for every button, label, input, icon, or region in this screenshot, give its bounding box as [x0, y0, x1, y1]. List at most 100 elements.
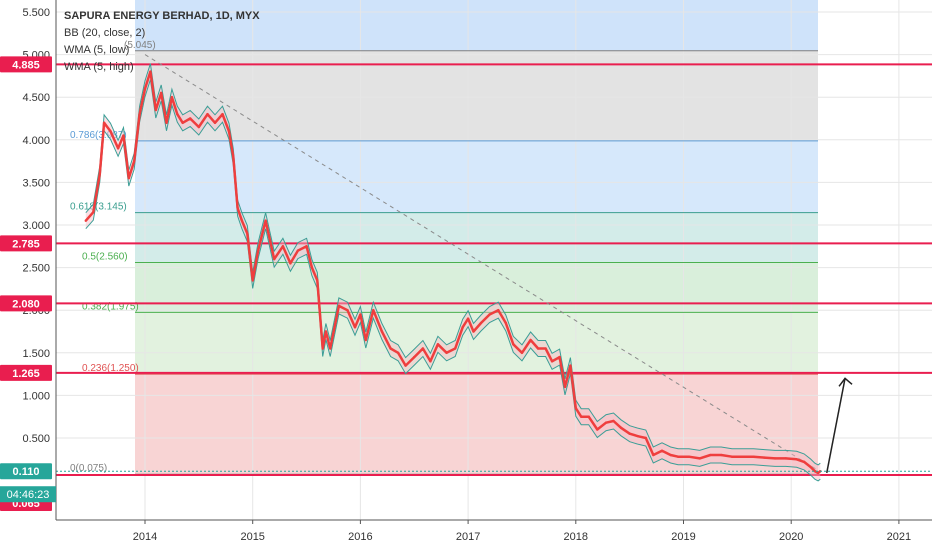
price-point — [236, 206, 239, 210]
price-point — [644, 436, 648, 440]
price-point — [84, 219, 87, 222]
price-point — [604, 421, 608, 424]
price-point — [479, 321, 483, 325]
price-point — [816, 471, 820, 475]
price-point — [795, 458, 798, 461]
price-tag-text-2: 2.080 — [12, 298, 40, 310]
price-point — [445, 351, 448, 354]
indicator-bb[interactable]: BB (20, close, 2) — [64, 27, 146, 39]
price-point — [372, 309, 375, 312]
price-point — [466, 317, 470, 320]
price-tag-3[interactable] — [0, 364, 52, 381]
projection-arrow[interactable] — [826, 378, 846, 474]
price-tag-0[interactable] — [0, 56, 52, 73]
countdown-text: 04:46:23 — [7, 489, 50, 501]
bb-lower — [85, 79, 821, 482]
x-tick-label: 2021 — [887, 531, 911, 543]
price-point — [246, 232, 249, 235]
price-point — [154, 108, 157, 112]
price-point — [676, 455, 680, 458]
price-point — [324, 330, 328, 333]
price-point — [579, 415, 583, 418]
price-point — [165, 121, 168, 124]
price-tag-text-3: 1.265 — [12, 368, 40, 380]
price-point — [698, 457, 701, 460]
price-point — [337, 304, 341, 308]
x-tick-label: 2018 — [564, 531, 588, 543]
price-point — [364, 338, 367, 342]
price-point — [176, 113, 179, 116]
price-tag-text-4: 0.110 — [13, 466, 40, 478]
price-point — [396, 351, 400, 354]
price-point — [109, 130, 112, 133]
fib-label-1: 0.786(3.987) — [70, 130, 127, 141]
y-tick-label: 3.000 — [22, 220, 50, 232]
price-tag-text-1: 2.785 — [12, 238, 40, 250]
fib-zone-0-236 — [135, 312, 818, 375]
price-point — [763, 456, 766, 459]
price-point — [389, 347, 392, 350]
y-tick-label: 3.500 — [22, 177, 50, 189]
price-point — [809, 465, 812, 469]
indicator-wma-high[interactable]: WMA (5, high) — [64, 61, 134, 73]
price-point — [138, 113, 141, 116]
price-point — [122, 134, 125, 137]
price-point — [472, 330, 475, 333]
price-point — [264, 219, 267, 222]
price-point — [669, 453, 672, 457]
price-point — [197, 125, 201, 129]
price-point — [213, 121, 217, 124]
price-point — [461, 326, 464, 329]
price-point — [206, 113, 209, 116]
price-point — [773, 457, 777, 460]
price-point — [813, 470, 817, 473]
bb-upper — [85, 63, 821, 466]
price-point — [612, 419, 615, 423]
price-point — [587, 415, 590, 418]
indicator-wma-low[interactable]: WMA (5, low) — [64, 44, 130, 56]
price-point — [170, 96, 174, 99]
x-tick-label: 2019 — [671, 531, 695, 543]
price-point — [558, 355, 561, 359]
price-tag-4[interactable] — [0, 463, 52, 480]
y-tick-label: 1.500 — [22, 348, 50, 360]
x-tick-label: 2017 — [456, 531, 480, 543]
price-point — [497, 309, 500, 312]
price-point — [346, 309, 349, 312]
fib-label-5: 0.236(1.250) — [82, 363, 139, 374]
price-point — [709, 453, 712, 457]
fib-label-4: 0.382(1.975) — [82, 301, 139, 312]
price-point — [133, 159, 136, 163]
price-point — [741, 455, 744, 458]
price-point — [227, 130, 231, 133]
price-point — [273, 257, 276, 261]
price-point — [660, 449, 664, 452]
fib-zone-top — [135, 0, 818, 51]
price-point — [159, 91, 163, 95]
price-point — [544, 347, 547, 350]
price-point — [256, 249, 260, 252]
price-point — [488, 313, 491, 316]
chart-title: SAPURA ENERGY BERHAD, 1D, MYX — [64, 10, 260, 22]
fib-label-2: 0.618(3.145) — [70, 202, 127, 213]
price-point — [429, 360, 432, 363]
price-tag-1[interactable] — [0, 235, 52, 252]
price-point — [563, 385, 567, 389]
price-point — [305, 245, 308, 248]
x-tick-label: 2014 — [133, 531, 157, 543]
y-tick-label: 0.500 — [22, 433, 50, 445]
fib-zone-0-5 — [135, 212, 818, 263]
price-point — [102, 121, 106, 124]
price-point — [637, 435, 640, 438]
price-point — [413, 355, 416, 359]
price-tag-2[interactable] — [0, 295, 52, 312]
price-point — [687, 455, 691, 458]
price-point — [619, 426, 623, 429]
price-point — [512, 343, 515, 346]
price-point — [289, 262, 292, 265]
price-point — [529, 338, 532, 342]
price-point — [652, 453, 655, 457]
price-point — [232, 155, 235, 159]
trendline[interactable] — [144, 54, 819, 471]
